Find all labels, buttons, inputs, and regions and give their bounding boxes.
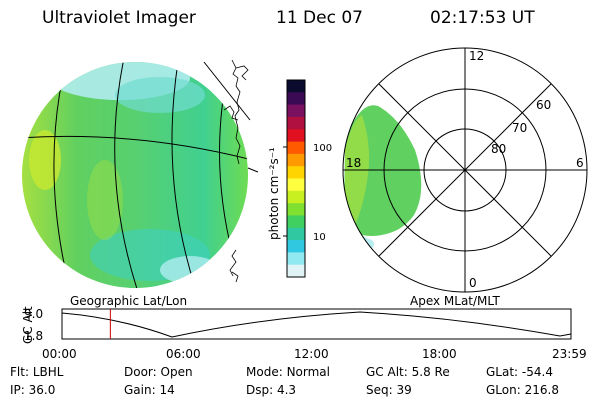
- mlat-label-60: 60: [536, 98, 551, 112]
- colorbar-segment: [287, 129, 305, 143]
- colorbar-segment: [287, 227, 305, 241]
- timeline-xtick-0600: 06:00: [166, 347, 201, 361]
- seq-label: Seq:: [366, 383, 393, 397]
- timeline-xtick-1800: 18:00: [422, 347, 457, 361]
- geographic-image: [22, 59, 259, 288]
- colorbar-segment: [287, 92, 305, 106]
- ip-value: 36.0: [28, 383, 56, 397]
- timeline-ylabel: GC Alt: [21, 306, 35, 344]
- colorbar-tick-100: 100: [313, 143, 332, 154]
- colorbar-segment: [287, 252, 305, 266]
- mode-value: Normal: [286, 365, 330, 379]
- mlt-label-12: 12: [469, 49, 484, 63]
- colorbar-segment: [287, 153, 305, 167]
- door-label: Door:: [124, 365, 157, 379]
- instrument-title: Ultraviolet Imager: [42, 8, 196, 28]
- glat-value: -54.4: [521, 365, 553, 379]
- ip-label: IP:: [10, 383, 25, 397]
- mlat-label-80: 80: [491, 142, 506, 156]
- timeline-ytick-1: 1.8: [24, 329, 43, 343]
- colorbar-segment: [287, 178, 305, 192]
- colorbar-segment: [287, 203, 305, 216]
- glon-value: 216.8: [524, 383, 559, 397]
- colorbar-segment: [287, 215, 305, 229]
- colorbar-segment: [287, 116, 305, 130]
- colorbar-segment: [287, 141, 305, 155]
- colorbar-segment: [287, 80, 305, 93]
- colorbar-tick-10: 10: [313, 232, 326, 243]
- mlt-label-6: 6: [576, 156, 584, 170]
- geo-panel-caption: Geographic Lat/Lon: [70, 294, 188, 308]
- colorbar-unit-label: photon cm⁻²s⁻¹: [267, 147, 281, 240]
- colorbar-segment: [287, 264, 305, 278]
- flt-label: Flt:: [10, 365, 29, 379]
- mlt-label-18: 18: [346, 156, 361, 170]
- gc-alt-label: GC Alt:: [366, 365, 408, 379]
- dsp-label: Dsp:: [246, 383, 274, 397]
- colorbar-segment: [287, 240, 305, 253]
- timeline-xtick-0000: 00:00: [42, 347, 77, 361]
- apex-panel-caption: Apex MLat/MLT: [410, 294, 500, 308]
- gain-value: 14: [159, 383, 175, 397]
- gc-alt-value: 5.8 Re: [411, 365, 450, 379]
- glat-label: GLat:: [486, 365, 519, 379]
- observation-time: 02:17:53 UT: [430, 8, 535, 28]
- timeline-xtick-2359: 23:59: [552, 347, 587, 361]
- colorbar-segment: [287, 190, 305, 204]
- timeline-xtick-1200: 12:00: [294, 347, 329, 361]
- colorbar-segment: [287, 104, 305, 118]
- timeline-ytick-9: 9.0: [24, 307, 43, 321]
- color-bar: 100 10 photon cm⁻²s⁻¹: [267, 79, 332, 278]
- mode-label: Mode:: [246, 365, 283, 379]
- apex-polar-plot: 12 18 6 0 60 70 80: [342, 47, 588, 293]
- mlat-label-70: 70: [512, 121, 527, 135]
- observation-date: 11 Dec 07: [276, 8, 363, 28]
- flt-value: LBHL: [32, 365, 64, 379]
- colorbar-segment: [287, 166, 305, 179]
- altitude-timeline: GC Alt 9.0 1.8 00:00 06:00 12:00 18:00 2…: [21, 306, 587, 361]
- door-value: Open: [160, 365, 193, 379]
- gain-label: Gain:: [124, 383, 156, 397]
- glon-label: GLon:: [486, 383, 521, 397]
- mlt-label-0: 0: [469, 276, 477, 290]
- seq-value: 39: [396, 383, 412, 397]
- dsp-value: 4.3: [276, 383, 297, 397]
